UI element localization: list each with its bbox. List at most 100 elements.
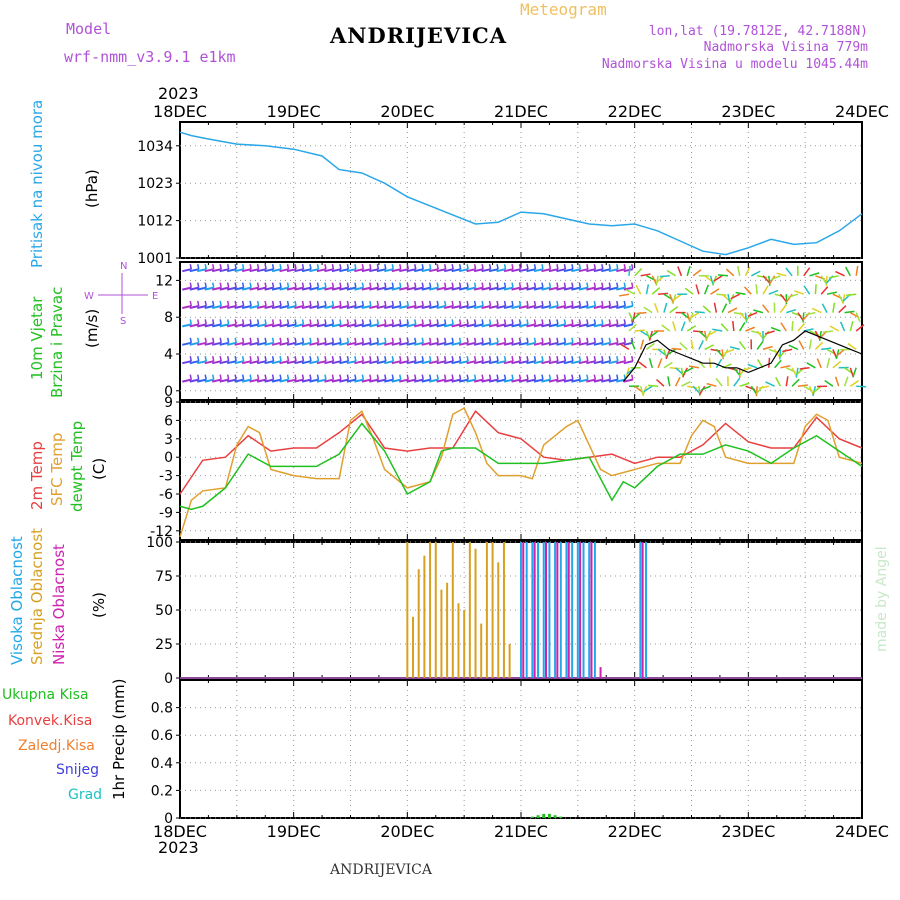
y-tick-label: 0 <box>164 450 173 466</box>
wind-arrow <box>648 357 654 369</box>
wind-barb <box>376 282 380 288</box>
wind-arrow <box>694 310 705 314</box>
wind-barb <box>466 356 469 362</box>
wind-arrow <box>829 325 840 332</box>
cloud-low-label: Niska Oblacnost <box>50 544 68 665</box>
wind-barb <box>399 341 409 346</box>
wind-arrow <box>756 340 764 350</box>
wind-barb <box>361 268 372 273</box>
compass-w: W <box>84 291 94 302</box>
wind-barb <box>601 264 604 270</box>
y-tick-label: 4 <box>164 347 173 363</box>
wind-barb <box>354 286 364 291</box>
wind-barb <box>518 300 522 307</box>
wind-barb <box>204 323 214 328</box>
wind-barb <box>264 319 267 325</box>
wind-barb <box>324 356 327 362</box>
wind-arrow <box>774 359 782 369</box>
wind-barb <box>354 374 357 380</box>
wind-barb <box>511 268 521 273</box>
cloud-panel: 0 25 50 75 100 <box>146 535 863 687</box>
wind-barb <box>271 378 282 383</box>
wind-barb <box>384 268 394 273</box>
wind-barb <box>578 356 582 362</box>
wind-barb <box>586 305 596 309</box>
wind-arrow <box>775 377 782 387</box>
wind-barb <box>271 360 282 365</box>
wind-barb <box>436 337 439 343</box>
wind-arrow <box>780 322 787 332</box>
wind-barb <box>511 337 514 343</box>
wind-barb <box>406 305 416 309</box>
y-tick-label: -3 <box>159 469 173 485</box>
wind-barb <box>384 286 394 291</box>
wind-barb <box>518 282 522 288</box>
wind-barb <box>586 323 596 328</box>
wind-barb <box>264 268 274 273</box>
wind-barb <box>324 305 334 309</box>
wind-barb <box>601 282 604 288</box>
wind-barb <box>301 268 312 273</box>
wind-barb <box>601 374 604 380</box>
wind-barb <box>271 341 282 346</box>
wind-barb <box>601 378 611 383</box>
wind-barb <box>458 341 469 346</box>
wind-barb <box>324 282 327 288</box>
wind-barb <box>354 323 364 328</box>
wind-arrow <box>779 293 788 303</box>
wind-barb <box>361 374 365 380</box>
wind-arrow <box>698 340 704 350</box>
wind-barb <box>443 264 447 270</box>
wind-barb <box>264 264 267 270</box>
wind-arrow <box>758 385 769 390</box>
wind-barb <box>406 323 416 328</box>
wind-barb <box>241 300 245 307</box>
wind-barb <box>631 282 634 288</box>
wind-barb <box>593 323 604 328</box>
wind-barb <box>488 341 499 346</box>
wind-barb <box>197 341 207 346</box>
wind-barb <box>301 356 305 362</box>
wind-arrow <box>679 342 688 350</box>
wind-barb <box>421 341 431 346</box>
wind-barb <box>346 286 357 291</box>
wind-barb <box>631 264 634 270</box>
wind-barb <box>189 337 193 343</box>
coords-text: lon,lat (19.7812E, 42.7188N) <box>648 24 868 39</box>
wind-barb <box>354 378 364 383</box>
wind-arrow <box>700 385 711 391</box>
wind-barb <box>354 356 357 362</box>
wind-barb <box>339 378 349 383</box>
wind-arrow <box>797 322 806 332</box>
wind-barb <box>369 360 379 365</box>
wind-barb <box>211 264 215 270</box>
wind-barb <box>376 378 387 383</box>
wind-arrow <box>756 330 764 340</box>
wind-arrow <box>757 275 768 279</box>
y-tick-label: 0.8 <box>151 701 173 717</box>
wind-barb <box>316 378 327 383</box>
wind-barb <box>339 337 342 343</box>
wind-speed-line <box>622 330 863 382</box>
wind-arrow <box>755 386 758 397</box>
wind-barb <box>578 341 589 346</box>
precip-snow-label: Snijeg <box>56 762 99 778</box>
wind-arrow <box>619 293 630 297</box>
wind-barb <box>608 378 619 383</box>
wind-barb <box>473 264 477 270</box>
wind-barb <box>428 356 432 362</box>
cloud-unit: (%) <box>90 592 108 618</box>
wind-arrow <box>835 270 845 277</box>
wind-arrow <box>836 348 845 357</box>
wind-barb <box>533 378 544 383</box>
wind-barb <box>586 337 589 343</box>
wind-barb <box>466 268 476 273</box>
wind-barb <box>369 341 379 346</box>
wind-barb <box>466 286 476 291</box>
date-label-bottom: 21DEC <box>494 822 548 841</box>
wind-barb <box>511 378 521 383</box>
wind-barb <box>369 323 379 328</box>
wind-barb <box>197 323 207 328</box>
wind-barb <box>399 360 409 365</box>
wind-barb <box>503 378 514 383</box>
